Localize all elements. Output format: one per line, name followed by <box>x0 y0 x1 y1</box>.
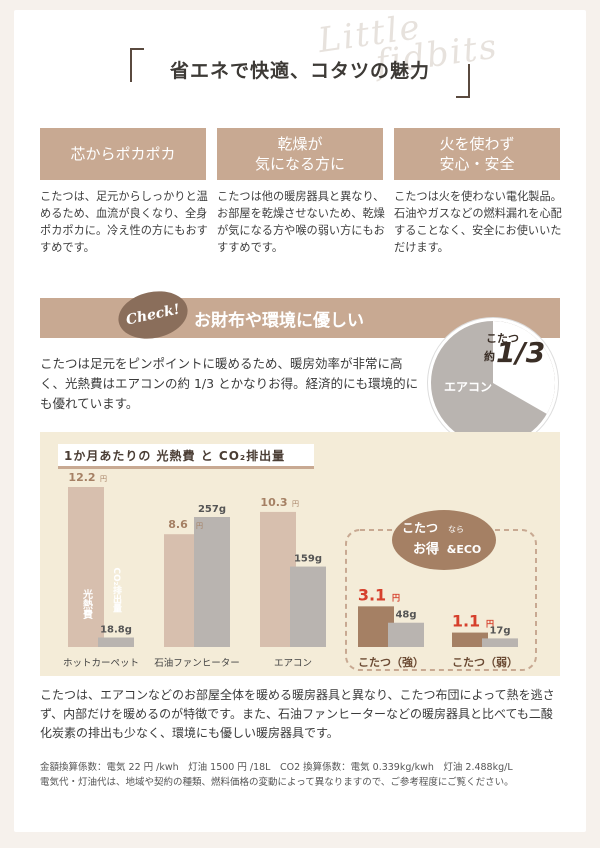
category-0: ホットカーペット <box>63 658 139 669</box>
bar-co2-3 <box>388 622 424 647</box>
feature-heading-dryness: 乾燥が 気になる方に <box>217 128 383 180</box>
chart-title: 1か月あたりの 光熱費 と CO₂排出量 <box>64 449 286 463</box>
label-cost-unit-0: 円 <box>100 475 107 483</box>
category-2: エアコン <box>274 658 312 669</box>
footnote-disclaimer: 電気代・灯油代は、地域や契約の種類、燃料価格の変動によって異なりますので、ご参考… <box>40 777 514 788</box>
title-bracket-left <box>130 48 144 82</box>
label-cost-unit-3: 円 <box>392 593 400 602</box>
feature-body-dryness: こたつは他の暖房器具と異なり、お部屋を乾燥させないため、乾燥が気になる方や喉の弱… <box>217 190 385 254</box>
footnote-coefficients: 金額換算係数：電気 22 円 /kwh 灯油 1500 円 /18L CO2 換… <box>40 762 513 773</box>
feature-heading-warmth: 芯からポカポカ <box>40 128 206 180</box>
label-cost-unit-1: 円 <box>196 522 203 530</box>
circle-fraction: 1/3 <box>496 336 546 369</box>
category-3: こたつ（強） <box>358 655 424 669</box>
label-co2-3: 48g <box>395 610 416 621</box>
label-cost-unit-4: 円 <box>486 620 494 629</box>
eco-description: こたつは足元をピンポイントに暖めるため、暖房効率が非常に高く、光熱費はエアコンの… <box>40 356 419 411</box>
feature-heading-safety: 火を使わず 安心・安全 <box>394 128 560 180</box>
chart-title-box <box>58 444 314 469</box>
feature-body-safety: こたつは火を使わない電化製品。石油やガスなどの燃料漏れを心配することなく、安全に… <box>394 190 562 254</box>
bar-cost-4 <box>452 632 488 647</box>
cost-ratio-slice <box>493 321 555 414</box>
highlight-text-eco: &ECO <box>447 543 482 556</box>
label-cost-0: 12.2 <box>68 471 95 484</box>
footnote: 金額換算係数：電気 22 円 /kwh 灯油 1500 円 /18L CO2 換… <box>40 760 564 790</box>
category-4: こたつ（弱） <box>452 656 518 669</box>
label-cost-1: 8.6 <box>168 518 188 531</box>
kotatsu-highlight-bubble <box>392 510 496 570</box>
label-co2-2: 159g <box>294 554 322 565</box>
highlight-text-kotatsu: こたつ <box>402 521 438 535</box>
label-cost-2: 10.3 <box>260 496 287 509</box>
label-co2-0: 18.8g <box>100 624 132 635</box>
kotatsu-share-slice <box>493 321 555 414</box>
check-section-title: お財布や環境に優しい <box>194 311 364 331</box>
bar-co2-1 <box>194 517 230 647</box>
label-co2-4: 17g <box>489 625 510 636</box>
bar-co2-0 <box>98 637 134 647</box>
label-co2-1: 257g <box>198 504 226 515</box>
feature-body-warmth: こたつは、足元からしっかりと温めるため、血流が良くなり、全身ポカポカに。冷え性の… <box>40 190 208 254</box>
bar-co2-4 <box>482 638 518 647</box>
circle-kotatsu-label: こたつ <box>486 332 519 345</box>
circle-approx-label: 約 <box>484 350 495 363</box>
title-bracket-right <box>456 64 470 98</box>
bar-cost-0 <box>68 487 104 647</box>
highlight-text-nara: なら <box>448 525 464 534</box>
label-cost-unit-2: 円 <box>292 500 299 508</box>
label-cost-3: 3.1 <box>358 585 386 604</box>
bar-text-co2: CO₂排出量 <box>111 567 122 613</box>
footer-description: こたつは、エアコンなどのお部屋全体を暖める暖房器具と異なり、こたつ布団によって熱… <box>40 688 555 740</box>
highlight-text-otoku: お得 <box>413 541 439 557</box>
circle-aircon-label: エアコン <box>444 380 493 394</box>
bar-text-cost: 光熱費 <box>81 588 94 620</box>
page-title: 省エネで快適、コタツの魅力 <box>169 60 430 82</box>
category-1: 石油ファンヒーター <box>154 657 240 669</box>
bar-co2-2 <box>290 566 326 647</box>
label-cost-4: 1.1 <box>452 612 480 631</box>
